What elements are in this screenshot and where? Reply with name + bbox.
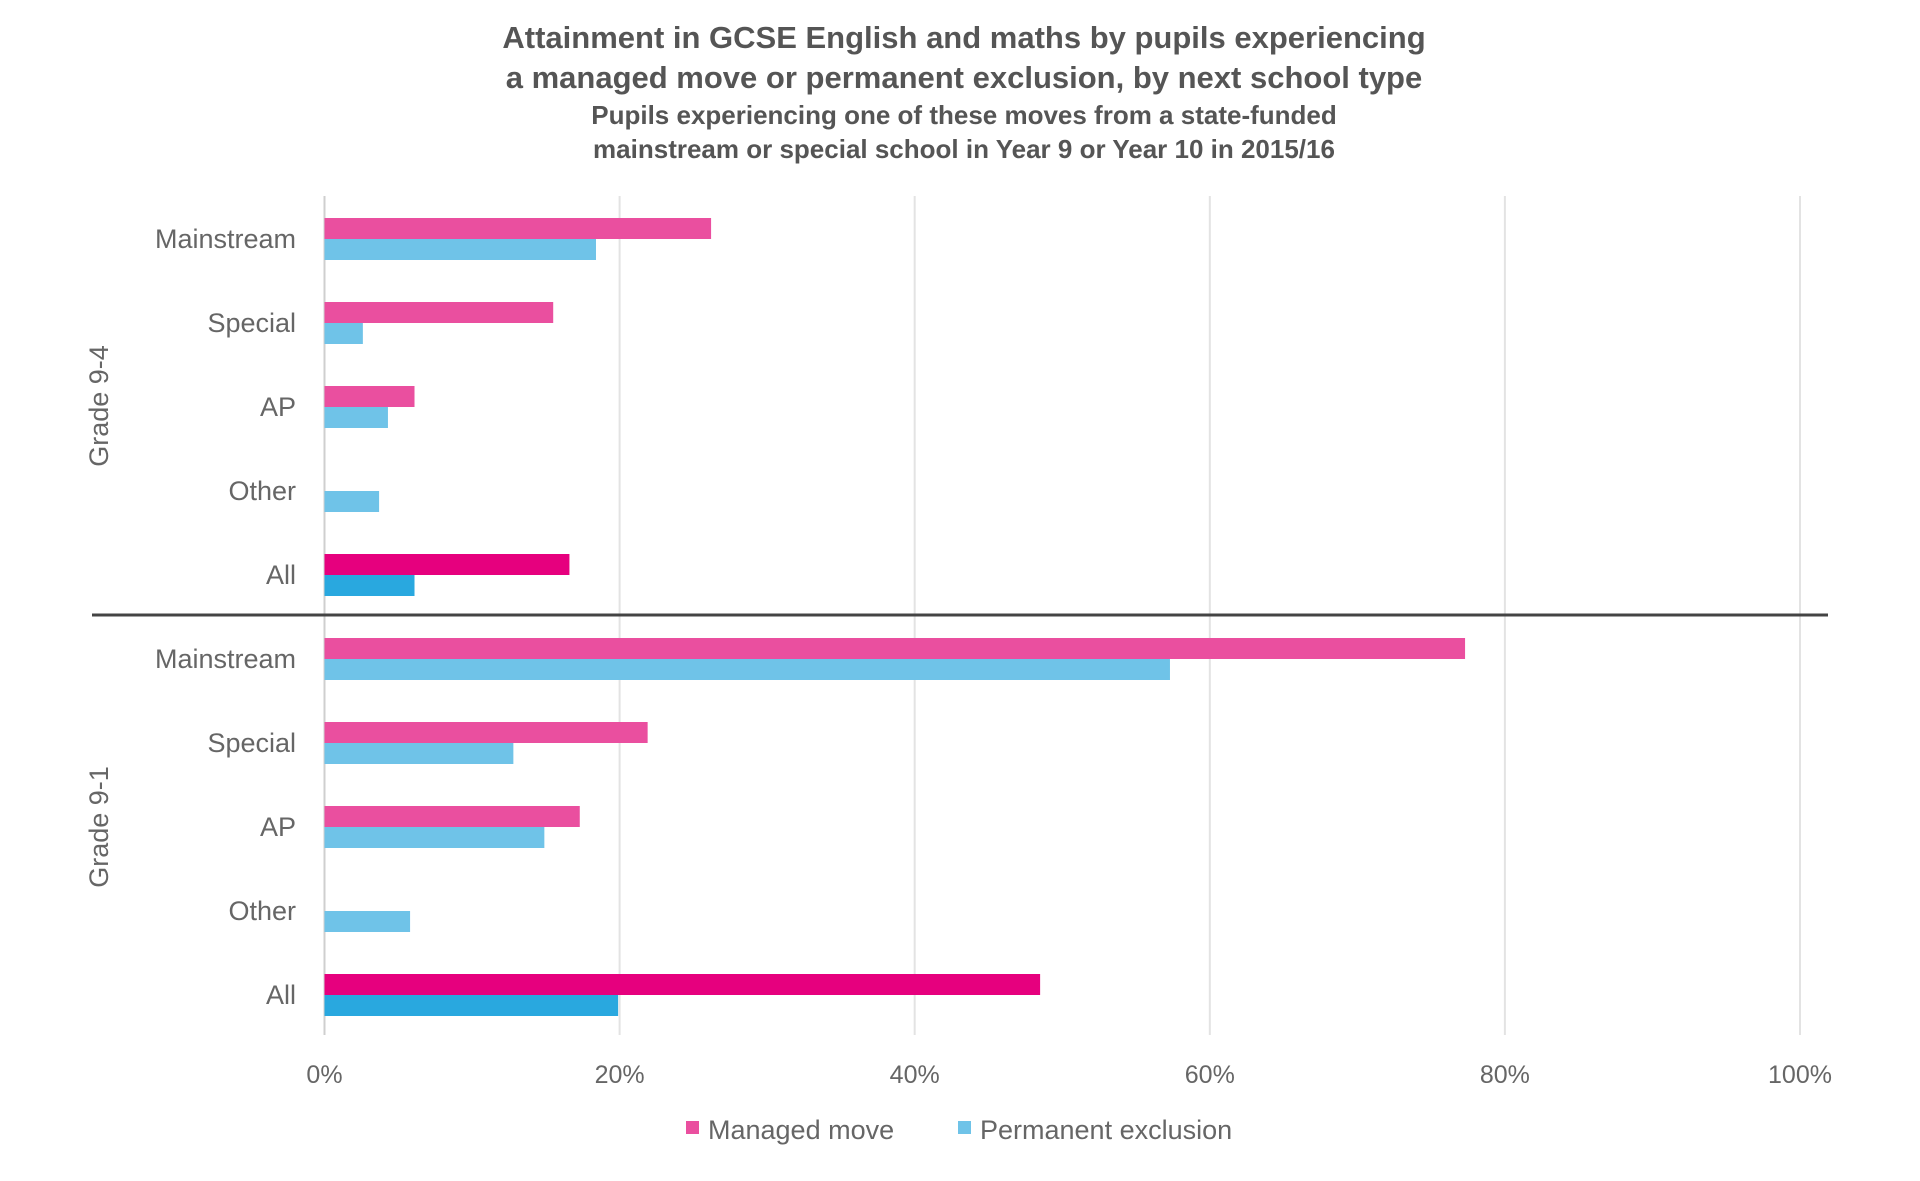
bar-permanent-exclusion [324,995,619,1016]
bar-managed-move [324,722,648,743]
chart-subtitle-line-2: mainstream or special school in Year 9 o… [593,134,1335,164]
chart-title-line-1: Attainment in GCSE English and maths by … [502,20,1425,55]
bar-managed-move [324,218,712,239]
category-label: Mainstream [155,644,296,674]
category-label: Other [228,896,296,926]
category-label: Special [207,308,296,338]
group-label: Grade 9-1 [84,766,114,888]
chart-title-block: Attainment in GCSE English and maths by … [502,20,1425,164]
category-label: All [266,980,296,1010]
bar-managed-move [324,806,580,827]
bar-permanent-exclusion [324,323,363,344]
bar-managed-move [324,302,554,323]
bar-permanent-exclusion [324,239,596,260]
legend-swatch [686,1121,699,1134]
bar-managed-move [324,974,1041,995]
bar-permanent-exclusion [324,491,380,512]
bar-permanent-exclusion [324,743,514,764]
group-label: Grade 9-4 [84,345,114,467]
bar-managed-move [324,386,415,407]
legend-label: Managed move [708,1115,894,1145]
category-label: All [266,560,296,590]
x-tick-label: 80% [1480,1061,1530,1089]
legend-label: Permanent exclusion [980,1115,1232,1145]
legend-swatch [958,1121,971,1134]
category-label: Other [228,476,296,506]
bar-permanent-exclusion [324,827,545,848]
chart-title-line-2: a managed move or permanent exclusion, b… [506,60,1422,95]
x-tick-label: 0% [306,1061,342,1089]
category-label: AP [260,812,296,842]
category-label: Special [207,728,296,758]
category-label: AP [260,392,296,422]
bar-permanent-exclusion [324,911,411,932]
chart-subtitle-line-1: Pupils experiencing one of these moves f… [591,100,1337,130]
x-tick-label: 20% [595,1061,645,1089]
bar-permanent-exclusion [324,575,415,596]
bar-permanent-exclusion [324,659,1170,680]
bar-managed-move [324,554,570,575]
x-tick-label: 100% [1768,1061,1832,1089]
category-label: Mainstream [155,224,296,254]
x-tick-label: 40% [890,1061,940,1089]
x-tick-label: 60% [1185,1061,1235,1089]
bar-managed-move [324,638,1466,659]
bar-permanent-exclusion [324,407,388,428]
